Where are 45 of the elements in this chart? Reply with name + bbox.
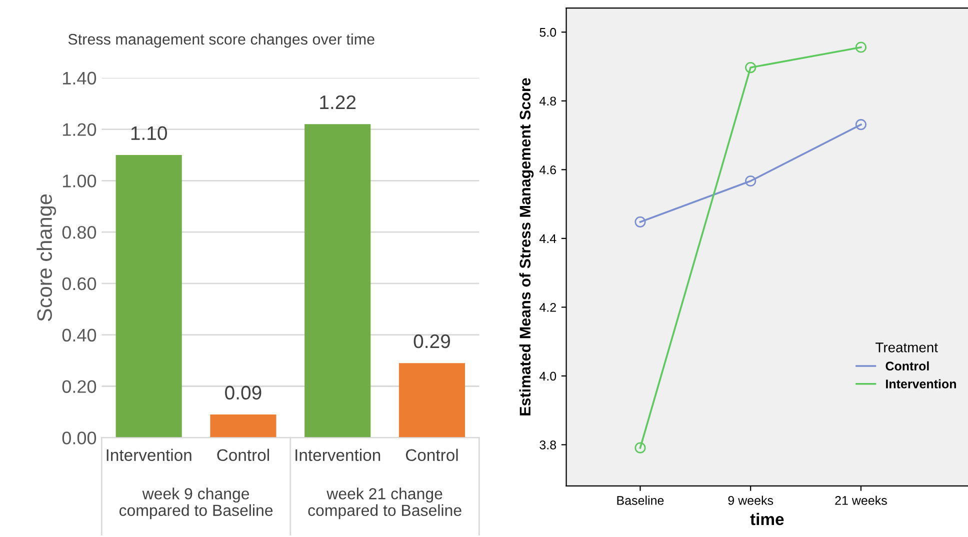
legend-label: Intervention	[886, 379, 956, 388]
point	[855, 42, 867, 53]
y-axis-title: Estimated Means of Stress Management Score	[519, 78, 534, 416]
point	[855, 119, 867, 130]
y-tick-label: 0.80	[62, 226, 96, 239]
bar	[304, 124, 371, 438]
x-tick-label: Control	[406, 448, 458, 462]
text: week 21 change compared to Baseline	[308, 488, 462, 520]
x-tick-label: Intervention	[296, 448, 380, 462]
legend-title: Treatment	[876, 342, 938, 352]
y-tick-label: 0.40	[62, 328, 96, 342]
y-tick-label: 4.2	[539, 302, 556, 312]
y-tick-label: 0.20	[62, 380, 96, 393]
bar	[116, 154, 182, 438]
data-label: 0.29	[414, 334, 450, 348]
y-tick-label: 5.0	[540, 28, 556, 37]
y-tick-label: 4.4	[539, 234, 556, 243]
x-tick-label: 9 weeks	[728, 496, 774, 505]
text: week 9 change compared to Baseline	[119, 488, 273, 520]
point	[745, 175, 756, 187]
bar	[398, 363, 466, 438]
point	[634, 216, 646, 228]
y-tick-label: 3.8	[540, 440, 556, 450]
data-label: 0.09	[225, 386, 262, 400]
x-tick-label: 21 weeks	[835, 496, 887, 505]
x-tick-label: Control	[217, 448, 269, 462]
y-tick-label: 4.8	[539, 96, 556, 106]
point	[745, 62, 756, 74]
legend-label: Control	[886, 361, 929, 371]
data-label: 1.10	[131, 126, 167, 140]
y-axis-title: Score change	[36, 194, 56, 322]
x-tick-label: Intervention	[106, 448, 192, 462]
y-tick-label: 0.60	[62, 277, 96, 290]
bar	[210, 414, 276, 438]
chart-title: Stress management score changes over time	[68, 33, 374, 48]
x-axis-title: time	[750, 512, 784, 526]
point	[634, 442, 646, 454]
y-tick-label: 4.6	[539, 165, 556, 174]
x-tick-label: Baseline	[617, 496, 664, 505]
y-tick-label: 0.00	[62, 432, 96, 444]
y-tick-label: 1.40	[63, 72, 96, 85]
y-tick-label: 1.20	[63, 123, 96, 136]
y-tick-label: 4.0	[539, 372, 556, 381]
data-label: 1.22	[320, 95, 356, 109]
y-tick-label: 1.00	[63, 174, 96, 188]
